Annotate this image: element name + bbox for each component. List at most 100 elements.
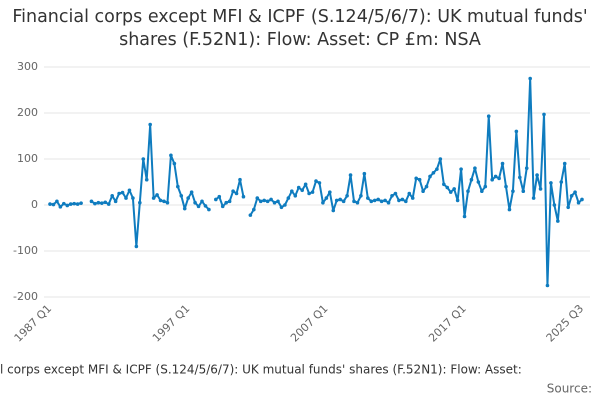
point [252,207,256,212]
point [452,187,456,191]
point [269,197,273,202]
chart-title: Financial corps except MFI & ICPF (S.124… [12,7,588,50]
point [214,197,218,202]
point [220,204,225,209]
point [493,174,498,179]
x-tick-label: 2007 Q1 [288,302,331,345]
point [466,189,470,193]
point [283,203,287,207]
point [559,180,564,184]
point [569,194,574,198]
footer: l corps except MFI & ICPF (S.124/5/6/7):… [0,363,522,377]
point [445,185,450,190]
point [241,194,246,199]
point [227,199,232,204]
point [524,166,529,170]
point [290,189,294,193]
point [497,176,501,181]
point [255,196,260,200]
point [134,244,139,249]
point [141,157,146,161]
point [486,114,491,119]
point [379,199,384,204]
point [383,198,387,203]
point [538,187,543,191]
point [435,167,439,171]
point [317,181,322,185]
point [324,196,329,200]
point [500,161,505,166]
point [258,199,263,204]
point [362,171,367,176]
point [566,205,570,210]
point [182,206,187,211]
point [480,189,484,193]
point [68,202,73,206]
point [124,196,128,200]
point [404,199,408,204]
point [328,190,332,194]
point [355,200,360,205]
y-tick-label: -100 [13,244,38,257]
point [549,181,553,185]
point [483,184,488,189]
point [421,189,425,193]
point [265,199,270,204]
point [331,208,336,213]
point [286,196,291,200]
point [521,189,526,193]
point [417,177,422,182]
point [272,200,277,205]
point [576,200,581,205]
point [158,198,163,203]
point [562,161,567,166]
point [438,157,443,161]
point [296,185,301,190]
point [334,198,339,203]
point [469,177,474,182]
point [410,196,415,200]
point [448,190,453,194]
point [189,190,194,194]
point [248,213,253,217]
point [556,219,560,223]
point [58,205,63,209]
point [348,173,353,177]
point [300,188,304,193]
point [51,202,56,207]
point [93,201,97,206]
point [473,166,477,170]
point [321,200,325,205]
x-tick-label: 2017 Q1 [426,302,469,345]
point [179,194,184,198]
point [369,199,374,204]
point [293,194,298,198]
point [127,188,132,193]
point [176,184,180,189]
point [155,193,159,197]
point [151,196,156,200]
point [490,177,494,182]
point [535,173,539,177]
point [400,197,405,202]
y-tick-label: 100 [17,152,38,165]
point [172,161,177,166]
point [165,200,170,205]
point [545,283,550,288]
point [162,199,166,204]
point [96,200,101,205]
point [514,129,519,134]
point [106,202,111,206]
point [366,196,370,200]
point [397,198,401,203]
point [428,174,432,179]
point [511,189,515,193]
y-tick-label: 200 [17,106,38,119]
point [531,196,536,200]
point [462,214,467,219]
point [279,205,284,210]
point [79,201,83,205]
point [386,200,391,205]
point [144,177,149,182]
